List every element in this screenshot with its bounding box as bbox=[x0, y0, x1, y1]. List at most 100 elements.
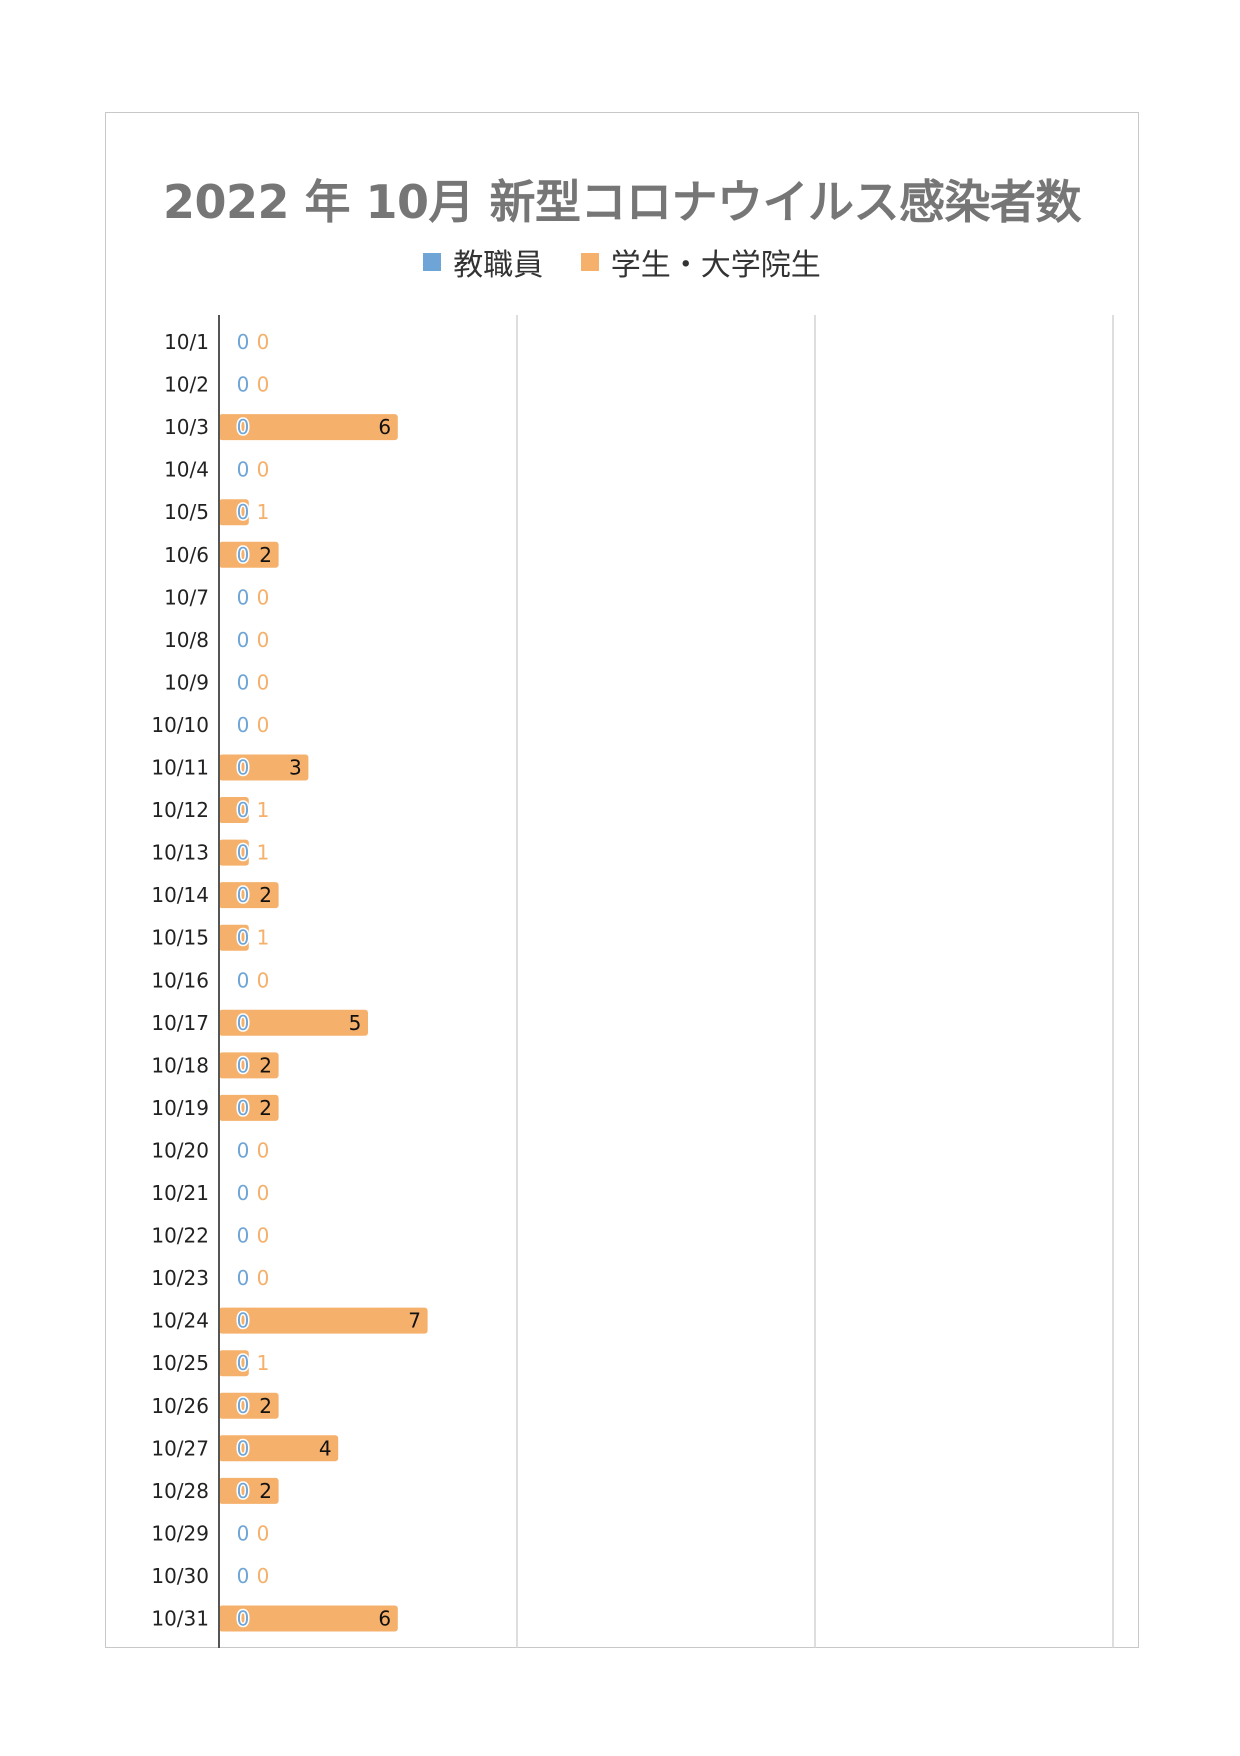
data-label-students: 1 bbox=[257, 500, 270, 524]
data-label-staff: 0 bbox=[237, 1394, 250, 1418]
bar-students bbox=[219, 924, 249, 951]
data-label-staff: 0 bbox=[237, 968, 250, 992]
legend-item-staff: 教職員 bbox=[423, 240, 543, 284]
category-tick-label: 10/18 bbox=[151, 1053, 209, 1077]
bar-students bbox=[219, 754, 309, 781]
data-label-students: 6 bbox=[378, 415, 391, 439]
data-label-students: 0 bbox=[257, 1564, 270, 1588]
data-label-students: 7 bbox=[408, 1309, 421, 1333]
bar-students bbox=[219, 541, 279, 568]
bar-students bbox=[219, 797, 249, 824]
data-label-staff: 0 bbox=[237, 1224, 250, 1248]
category-tick-label: 10/26 bbox=[151, 1394, 209, 1418]
category-tick-label: 10/19 bbox=[151, 1096, 209, 1120]
data-label-students: 0 bbox=[257, 1521, 270, 1545]
data-label-staff: 0 bbox=[237, 1309, 250, 1333]
legend-swatch-students bbox=[580, 253, 599, 271]
data-label-students: 0 bbox=[257, 713, 270, 737]
bar-students bbox=[219, 1435, 339, 1462]
category-tick-label: 10/29 bbox=[151, 1521, 209, 1545]
data-label-students: 2 bbox=[259, 1479, 272, 1503]
data-label-students: 2 bbox=[259, 1096, 272, 1120]
data-label-students: 0 bbox=[257, 1266, 270, 1290]
category-tick-label: 10/3 bbox=[164, 415, 209, 439]
data-label-staff: 0 bbox=[237, 1266, 250, 1290]
category-tick-label: 10/8 bbox=[164, 628, 209, 652]
chart-title: 2022 年 10月 新型コロナウイルス感染者数 bbox=[162, 175, 1082, 229]
data-label-staff: 0 bbox=[237, 1479, 250, 1503]
legend-label-staff: 教職員 bbox=[453, 248, 544, 283]
data-label-staff: 0 bbox=[237, 1053, 250, 1077]
category-tick-label: 10/30 bbox=[151, 1564, 209, 1588]
data-label-students: 1 bbox=[257, 798, 270, 822]
data-label-staff: 0 bbox=[237, 756, 250, 780]
data-label-staff: 0 bbox=[237, 1351, 250, 1375]
data-label-staff: 0 bbox=[237, 373, 250, 397]
bar-students bbox=[219, 1350, 249, 1377]
bar-students bbox=[219, 1094, 279, 1121]
category-tick-label: 10/11 bbox=[151, 756, 209, 780]
data-label-students: 1 bbox=[257, 926, 270, 950]
bar-students bbox=[219, 1605, 398, 1632]
category-tick-label: 10/10 bbox=[151, 713, 209, 737]
category-tick-label: 10/9 bbox=[164, 670, 209, 694]
data-label-staff: 0 bbox=[237, 1521, 250, 1545]
data-label-students: 0 bbox=[257, 1138, 270, 1162]
data-label-staff: 0 bbox=[237, 628, 250, 652]
category-tick-label: 10/15 bbox=[151, 926, 209, 950]
category-tick-label: 10/22 bbox=[151, 1224, 209, 1248]
legend: 教職員 学生・大学院生 bbox=[105, 240, 1139, 284]
category-tick-label: 10/4 bbox=[164, 458, 209, 482]
data-label-staff: 0 bbox=[237, 1181, 250, 1205]
data-label-students: 0 bbox=[257, 1181, 270, 1205]
data-label-staff: 0 bbox=[237, 500, 250, 524]
data-label-students: 2 bbox=[259, 543, 272, 567]
data-label-staff: 0 bbox=[237, 1011, 250, 1035]
category-tick-label: 10/20 bbox=[151, 1138, 209, 1162]
data-label-staff: 0 bbox=[237, 585, 250, 609]
legend-swatch-staff bbox=[423, 253, 442, 271]
category-tick-label: 10/14 bbox=[151, 883, 209, 907]
data-label-students: 1 bbox=[257, 1351, 270, 1375]
category-tick-label: 10/27 bbox=[151, 1436, 209, 1460]
category-tick-label: 10/2 bbox=[164, 373, 209, 397]
category-tick-label: 10/13 bbox=[151, 841, 209, 865]
category-tick-label: 10/5 bbox=[164, 500, 209, 524]
data-label-staff: 0 bbox=[237, 926, 250, 950]
bar-students bbox=[219, 414, 398, 441]
category-tick-label: 10/16 bbox=[151, 968, 209, 992]
category-tick-label: 10/24 bbox=[151, 1309, 209, 1333]
data-label-students: 3 bbox=[289, 756, 302, 780]
data-label-students: 2 bbox=[259, 883, 272, 907]
category-tick-label: 10/1 bbox=[164, 330, 209, 354]
bar-students bbox=[219, 1009, 368, 1036]
category-tick-label: 10/23 bbox=[151, 1266, 209, 1290]
category-tick-label: 10/25 bbox=[151, 1351, 209, 1375]
data-label-students: 0 bbox=[257, 373, 270, 397]
data-label-students: 2 bbox=[259, 1053, 272, 1077]
data-label-students: 0 bbox=[257, 670, 270, 694]
data-label-students: 6 bbox=[378, 1607, 391, 1631]
data-label-staff: 0 bbox=[237, 1138, 250, 1162]
data-label-staff: 0 bbox=[237, 458, 250, 482]
bar-students bbox=[219, 839, 249, 866]
bar-students bbox=[219, 1052, 279, 1079]
category-tick-label: 10/28 bbox=[151, 1479, 209, 1503]
legend-item-students: 学生・大学院生 bbox=[580, 240, 821, 284]
bar-students bbox=[219, 499, 249, 526]
data-label-staff: 0 bbox=[237, 798, 250, 822]
data-label-students: 2 bbox=[259, 1394, 272, 1418]
legend-label-students: 学生・大学院生 bbox=[610, 248, 821, 283]
data-label-students: 4 bbox=[319, 1436, 332, 1460]
data-label-staff: 0 bbox=[237, 543, 250, 567]
data-label-students: 0 bbox=[257, 458, 270, 482]
data-label-students: 0 bbox=[257, 330, 270, 354]
data-label-staff: 0 bbox=[237, 1436, 250, 1460]
category-tick-label: 10/21 bbox=[151, 1181, 209, 1205]
data-label-staff: 0 bbox=[237, 841, 250, 865]
bar-students bbox=[219, 882, 279, 909]
data-label-students: 0 bbox=[257, 1224, 270, 1248]
bar-students bbox=[219, 1392, 279, 1419]
data-label-students: 5 bbox=[349, 1011, 362, 1035]
